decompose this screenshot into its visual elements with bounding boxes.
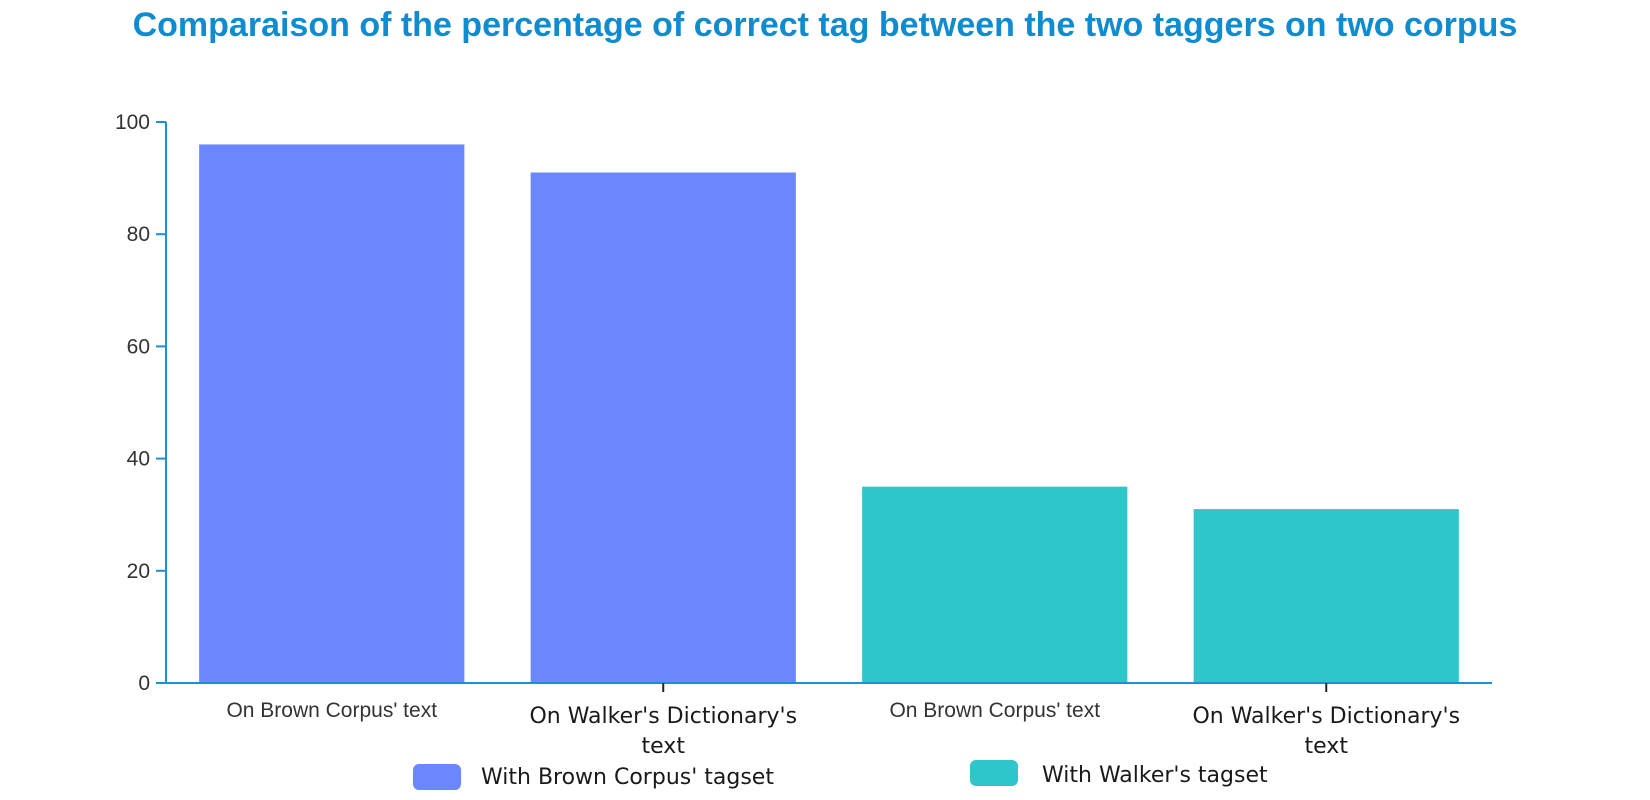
chart-title: Comparaison of the percentage of correct… xyxy=(132,6,1518,44)
x-category-label: On Brown Corpus' text xyxy=(226,699,437,722)
bar-2 xyxy=(530,172,796,684)
legend-swatch xyxy=(413,764,461,790)
legend-label: With Walker's tagset xyxy=(1042,763,1268,788)
legend: With Brown Corpus' tagset With Walker's t… xyxy=(413,760,1268,790)
y-tick-label: 20 xyxy=(127,560,150,583)
x-category-label: On Walker's Dictionary's text xyxy=(529,704,797,759)
y-tick-label: 0 xyxy=(138,672,150,695)
bar-4 xyxy=(1193,509,1459,683)
x-axis: On Brown Corpus' text On Walker's Diction… xyxy=(166,682,1492,759)
bar-3 xyxy=(862,486,1128,683)
y-tick-label: 60 xyxy=(127,335,150,358)
legend-swatch xyxy=(970,760,1018,786)
y-tick-label: 100 xyxy=(115,111,150,134)
legend-label: With Brown Corpus' tagset xyxy=(481,765,774,790)
bar-1 xyxy=(199,144,465,683)
y-axis: 0 20 40 60 80 100 xyxy=(115,111,167,695)
bars-group xyxy=(199,144,1459,684)
x-category-label: On Brown Corpus' text xyxy=(889,699,1100,722)
y-tick-label: 80 xyxy=(127,223,150,246)
y-tick-label: 40 xyxy=(127,448,150,471)
x-category-label: On Walker's Dictionary's text xyxy=(1192,704,1460,759)
